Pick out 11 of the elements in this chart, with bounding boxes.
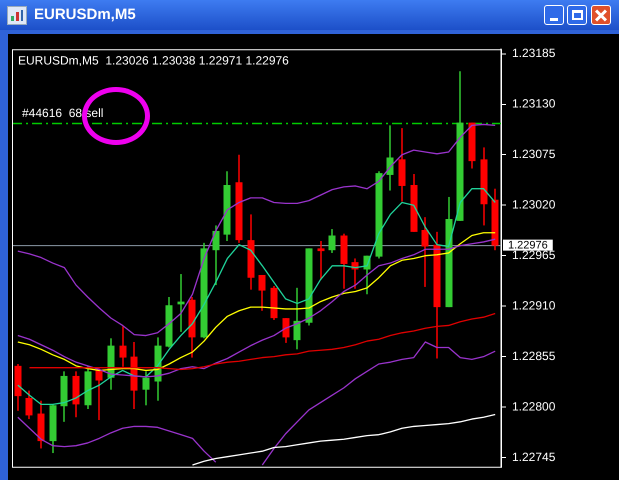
chart-title: EURUSDm,M5 bbox=[34, 6, 136, 23]
y-tick-label: 1.22800 bbox=[512, 399, 556, 414]
y-tick-label: 1.23020 bbox=[512, 198, 556, 212]
y-tick-label: 1.23130 bbox=[512, 96, 556, 111]
y-tick-label: 1.22910 bbox=[512, 298, 556, 312]
candlestick bbox=[178, 274, 184, 332]
y-tick-label: 1.23075 bbox=[512, 147, 556, 162]
y-tick-label: 1.22855 bbox=[512, 348, 556, 363]
chart-subtitle: EURUSDm,M5 1.23026 1.23038 1.22971 1.22976 bbox=[18, 54, 290, 68]
y-tick-label: 1.22745 bbox=[512, 450, 556, 464]
y-tick-label: 1.23185 bbox=[512, 46, 556, 60]
